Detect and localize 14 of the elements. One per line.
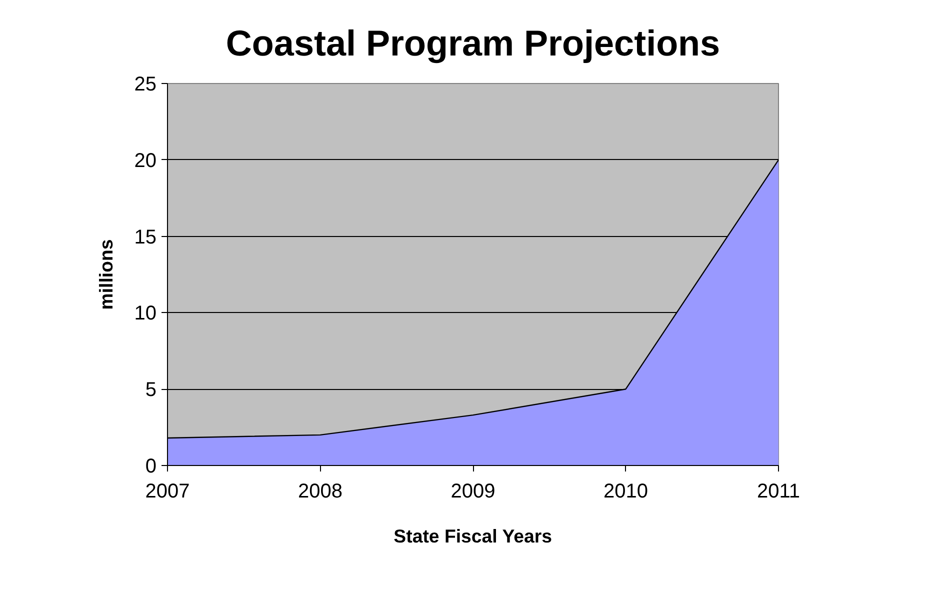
x-tick-label: 2011 [756,480,800,502]
y-tick-label: 10 [134,302,157,325]
y-tick-label: 5 [145,379,156,402]
x-tick-label: 2007 [145,480,190,502]
x-tick-label: 2010 [604,480,648,502]
y-tick-label: 0 [145,456,156,478]
y-axis-title: millions [95,239,116,310]
y-tick-label: 25 [134,74,157,96]
x-tick-label: 2008 [298,480,343,502]
y-tick-label: 20 [134,150,157,172]
y-tick-label: 15 [134,226,157,248]
x-axis-title: State Fiscal Years [394,526,552,546]
x-tick-label: 2009 [450,480,496,502]
chart-title: Coastal Program Projections [226,22,720,64]
